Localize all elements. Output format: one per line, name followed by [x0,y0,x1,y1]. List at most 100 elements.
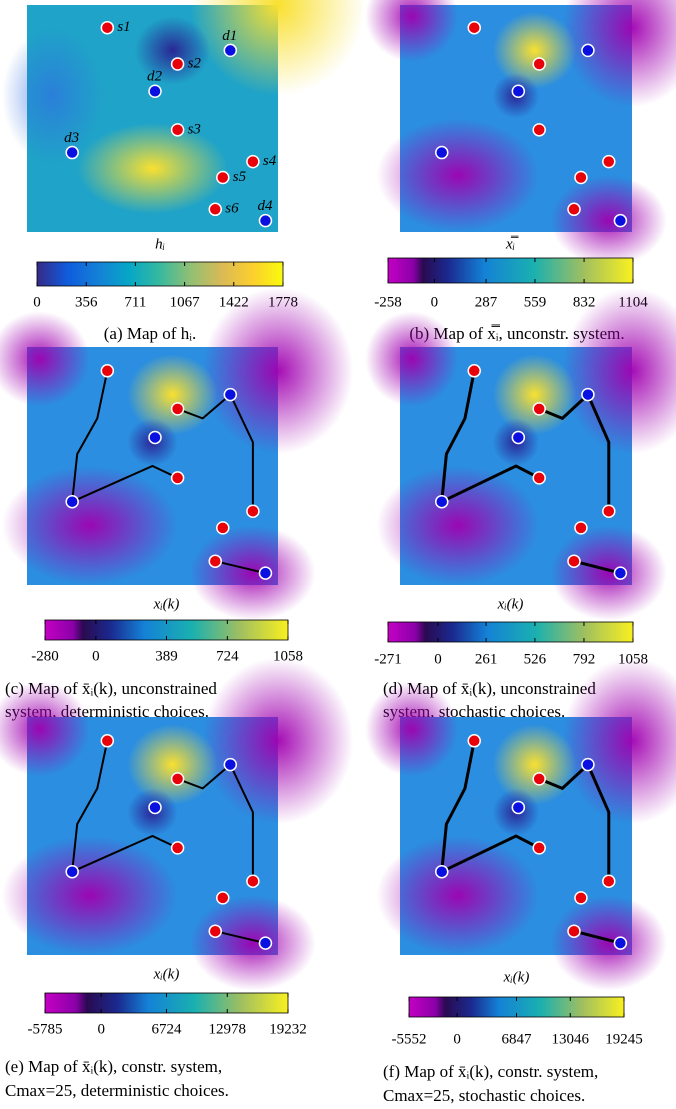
colorbar-tick-label: 0 [92,648,100,664]
heatmap-blob [562,287,676,455]
route [229,394,254,512]
colorbar-tick-label: -271 [374,651,402,667]
panel: x̿ᵢ-25802875598321104(b) Map of x̿ᵢ, unc… [365,0,676,343]
node [100,20,115,35]
node [435,145,449,160]
node [567,202,581,217]
colorbar-tick-label: 711 [124,294,146,310]
node [170,772,185,786]
route [177,393,231,420]
colorbar-tick-label: 0 [453,1031,461,1047]
node [223,387,238,402]
heatmap-blob [77,123,228,214]
node [216,891,230,905]
heatmap [0,657,354,991]
route [215,560,266,575]
node [532,841,546,855]
route [71,370,109,502]
node [511,430,526,445]
node [602,154,616,169]
node [532,471,546,485]
node [532,123,546,137]
route [71,740,109,872]
heatmap-blob [376,836,540,955]
colorbar-tick-label: -280 [31,648,59,664]
node [511,800,526,815]
heatmap-blob [1,27,103,164]
node [65,864,79,879]
node-label: s6 [225,201,239,217]
colorbar [387,621,634,643]
colorbar-tick-label: 19245 [605,1031,643,1047]
node [467,734,481,748]
route [229,764,254,882]
colorbar-tick-label: 389 [155,648,178,664]
colorbar [36,261,284,287]
node-label: s5 [233,169,247,185]
route [440,370,476,502]
heatmap-blob [202,287,354,455]
route [440,740,476,872]
node [65,494,79,509]
node [467,364,481,378]
node [246,154,260,169]
heatmap-blob [562,0,676,108]
route [573,559,621,575]
colorbar-label: x̿ᵢ [505,236,519,252]
node [170,402,185,416]
colorbar-tick-label: 0 [97,1021,105,1037]
node [581,387,595,402]
node [567,554,581,568]
heatmap-blob [550,175,667,267]
node-label: s4 [263,153,277,169]
colorbar-label: xᵢ(k) [497,596,524,612]
node [435,864,449,879]
heatmap [365,0,676,267]
colorbar-tick-label: 19232 [269,1021,307,1037]
caption: (f) Map of x̄ᵢ(k), constr. system, [383,1062,598,1081]
node-label: d1 [222,28,237,44]
node [216,521,230,535]
route [441,834,540,874]
route [538,393,589,421]
node [467,20,481,35]
node [532,402,546,416]
route [538,763,589,791]
node [223,43,238,58]
colorbar-tick-label: 1067 [170,294,201,310]
node-label: d2 [147,69,163,85]
node [100,734,115,748]
colorbar-tick-label: 526 [524,651,547,667]
colorbar-tick-label: -258 [374,294,402,310]
heatmap-blob [1,836,178,955]
route [573,929,621,945]
panel: xᵢ(k)-27102615267921058(d) Map of x̄ᵢ(k)… [365,287,676,721]
route [71,834,179,873]
node [148,800,162,815]
heatmap-blob [365,681,458,777]
node [581,757,595,772]
node [613,213,628,228]
colorbar-label: hᵢ [155,236,165,252]
node [258,936,273,950]
node [170,57,185,71]
colorbar-label: xᵢ(k) [503,969,530,985]
heatmap-blob [190,525,316,621]
heatmap-blob [365,0,458,62]
node [511,84,526,99]
node-label: d3 [64,130,79,146]
colorbar-tick-label: -5552 [392,1031,427,1047]
node [532,57,546,71]
colorbar-tick-label: 6847 [502,1031,533,1047]
node [148,430,162,445]
colorbar-tick-label: 0 [431,294,439,310]
node [602,504,616,518]
node-label: s1 [117,19,130,35]
heatmap [365,657,676,991]
route [177,763,231,790]
colorbar-tick-label: -5785 [28,1021,63,1037]
heatmap-blob [550,525,667,621]
node [170,841,185,855]
